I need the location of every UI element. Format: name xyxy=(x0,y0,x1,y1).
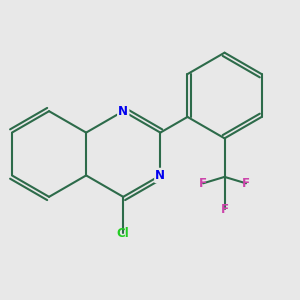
Text: N: N xyxy=(118,105,128,118)
Text: N: N xyxy=(155,169,165,182)
Text: Cl: Cl xyxy=(117,227,130,240)
Text: F: F xyxy=(220,202,229,215)
Text: F: F xyxy=(199,177,207,190)
Text: F: F xyxy=(242,177,250,190)
